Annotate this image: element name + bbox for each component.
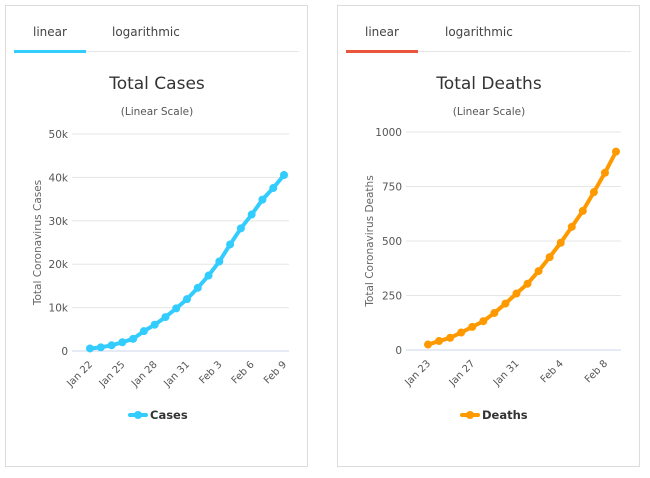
data-point bbox=[215, 257, 224, 266]
x-tick-label: Jan 23 bbox=[402, 358, 433, 389]
data-point bbox=[269, 184, 278, 193]
tab-logarithmic[interactable]: logarithmic bbox=[445, 25, 513, 39]
chart-title: Total Deaths bbox=[435, 74, 542, 94]
data-point bbox=[556, 238, 565, 247]
data-point bbox=[435, 337, 444, 346]
y-tick-label: 750 bbox=[382, 182, 402, 194]
y-tick-label: 50k bbox=[49, 129, 69, 141]
x-tick-label: Feb 9 bbox=[262, 359, 289, 386]
data-point bbox=[468, 322, 477, 331]
tab-logarithmic[interactable]: logarithmic bbox=[112, 25, 180, 39]
x-tick-label: Jan 25 bbox=[97, 359, 128, 390]
data-point bbox=[600, 168, 609, 177]
y-tick-label: 1000 bbox=[375, 127, 402, 139]
tab-linear[interactable]: linear bbox=[14, 25, 86, 53]
data-point bbox=[479, 317, 488, 326]
data-point bbox=[512, 289, 521, 298]
y-tick-label: 10k bbox=[49, 303, 69, 315]
x-tick-label: Jan 27 bbox=[447, 358, 478, 389]
legend-label: Deaths bbox=[482, 408, 528, 422]
chart-subtitle: (Linear Scale) bbox=[453, 106, 525, 118]
y-axis-label: Total Coronavirus Deaths bbox=[364, 175, 376, 307]
data-point bbox=[545, 253, 554, 262]
data-point bbox=[161, 313, 170, 322]
series-line bbox=[89, 173, 286, 351]
x-tick-label: Jan 31 bbox=[491, 358, 522, 389]
data-point bbox=[226, 240, 235, 249]
y-tick-label: 20k bbox=[49, 259, 69, 271]
x-tick-label: Feb 3 bbox=[197, 359, 224, 386]
y-tick-label: 0 bbox=[61, 346, 68, 358]
data-point bbox=[523, 279, 532, 288]
chart-title: Total Cases bbox=[108, 74, 205, 94]
series-line bbox=[427, 150, 618, 347]
legend-marker bbox=[134, 411, 142, 419]
data-point bbox=[236, 224, 245, 233]
tab-linear[interactable]: linear bbox=[346, 25, 418, 53]
data-point bbox=[118, 338, 127, 347]
y-axis-label: Total Coronavirus Cases bbox=[32, 180, 44, 306]
deaths-chart-panel: linear logarithmic Total Deaths (Linear S… bbox=[337, 5, 640, 467]
deaths-chart: Total Deaths (Linear Scale) 0 250 500 750 1000… bbox=[364, 74, 621, 422]
data-point bbox=[501, 299, 510, 308]
data-point bbox=[589, 188, 598, 197]
legend-marker bbox=[466, 411, 474, 419]
data-point bbox=[258, 195, 267, 204]
data-point bbox=[446, 333, 455, 342]
cases-chart: Total Cases (Linear Scale) 0 10k 20k 30k 40k 50… bbox=[32, 74, 289, 422]
data-point bbox=[578, 206, 587, 215]
y-tick-label: 250 bbox=[382, 291, 402, 303]
x-tick-label: Jan 31 bbox=[161, 359, 192, 390]
data-point bbox=[457, 328, 466, 337]
x-tick-label: Feb 6 bbox=[230, 359, 257, 386]
data-point bbox=[280, 170, 288, 179]
data-point bbox=[612, 147, 620, 156]
data-point bbox=[107, 341, 116, 350]
data-point bbox=[534, 267, 543, 276]
x-tick-label: Feb 4 bbox=[539, 358, 566, 385]
x-tick-label: Feb 8 bbox=[583, 358, 610, 385]
y-tick-label: 0 bbox=[395, 345, 402, 357]
data-point bbox=[247, 210, 256, 219]
y-tick-label: 30k bbox=[49, 216, 69, 228]
data-point bbox=[139, 327, 148, 336]
data-point bbox=[129, 334, 138, 343]
data-point bbox=[193, 283, 202, 292]
chart-subtitle: (Linear Scale) bbox=[121, 106, 193, 118]
y-tick-label: 500 bbox=[382, 236, 402, 248]
cases-chart-panel: linear logarithmic Total Cases (Linear Sc… bbox=[5, 5, 308, 467]
x-tick-label: Jan 28 bbox=[129, 359, 160, 390]
data-point bbox=[96, 343, 105, 352]
data-point bbox=[86, 344, 94, 353]
data-point bbox=[204, 271, 213, 280]
data-point bbox=[183, 295, 191, 304]
data-point bbox=[172, 304, 181, 313]
data-point bbox=[424, 340, 432, 349]
scale-tabs: linear logarithmic bbox=[346, 6, 631, 53]
data-point bbox=[490, 308, 499, 317]
data-point bbox=[150, 320, 159, 329]
y-tick-label: 40k bbox=[49, 172, 69, 184]
x-tick-label: Jan 22 bbox=[64, 359, 95, 390]
data-point bbox=[567, 222, 576, 231]
legend-label: Cases bbox=[150, 408, 188, 422]
scale-tabs: linear logarithmic bbox=[14, 6, 299, 53]
